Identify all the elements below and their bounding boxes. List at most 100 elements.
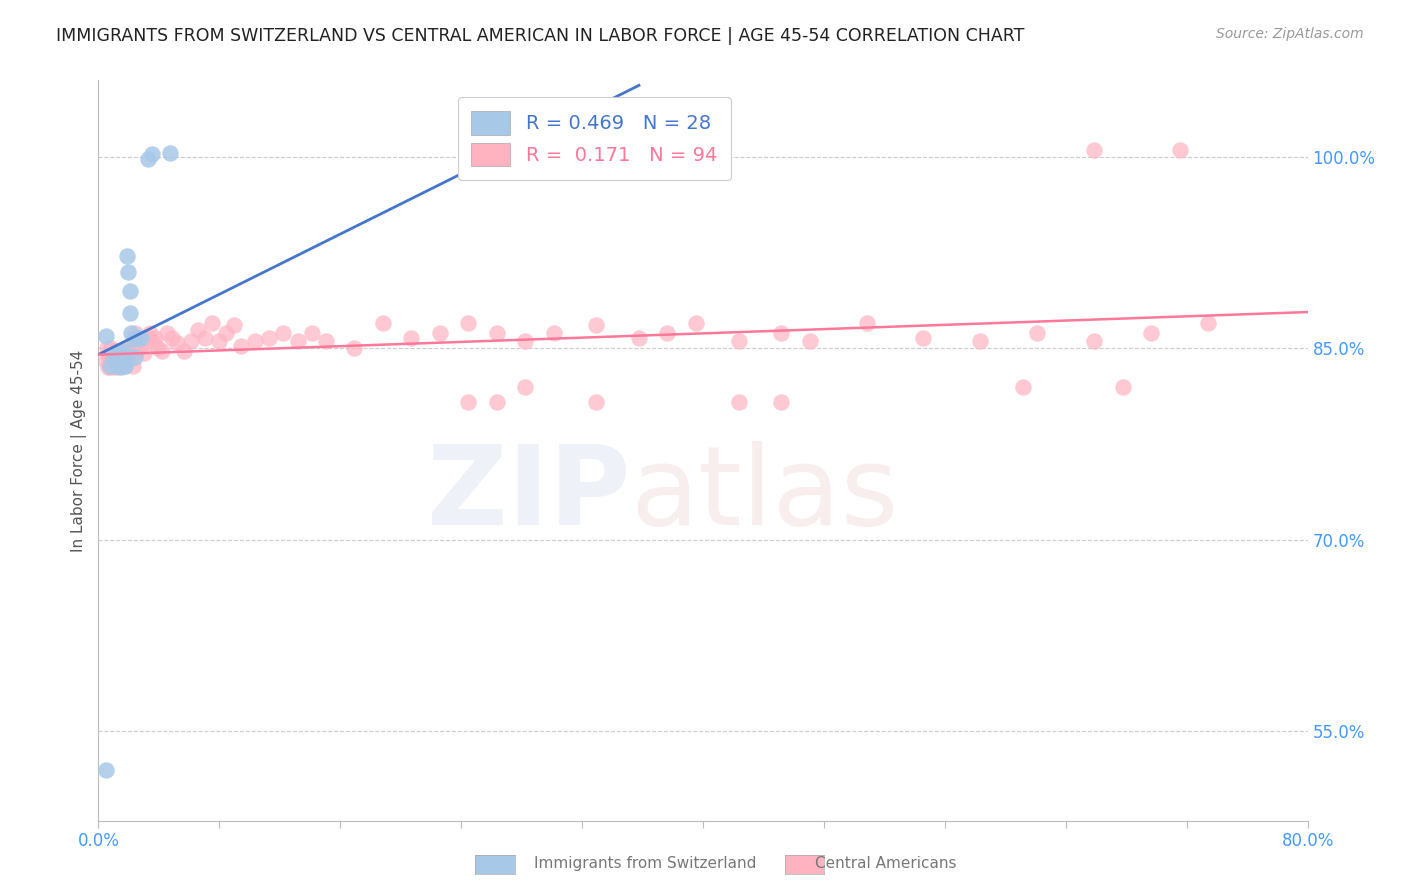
Point	[108, 354, 131, 368]
Point	[114, 359, 136, 374]
Point	[301, 326, 323, 340]
Text: Immigrants from Switzerland: Immigrants from Switzerland	[534, 856, 756, 871]
Point	[127, 331, 149, 345]
Point	[115, 249, 138, 263]
Point	[111, 359, 134, 374]
Point	[485, 395, 508, 409]
Point	[159, 146, 181, 161]
Point	[112, 351, 135, 366]
Point	[104, 354, 127, 368]
Point	[121, 359, 143, 374]
Point	[118, 305, 141, 319]
Point	[201, 316, 224, 330]
Point	[273, 326, 295, 340]
Point	[143, 331, 166, 345]
Point	[173, 343, 195, 358]
Point	[208, 334, 231, 348]
Point	[222, 318, 245, 333]
Point	[100, 342, 122, 356]
Point	[129, 339, 152, 353]
Point	[1026, 326, 1049, 340]
Point	[107, 354, 129, 368]
Point	[515, 334, 537, 348]
Point	[401, 331, 423, 345]
Text: ZIP: ZIP	[427, 442, 630, 549]
Point	[120, 326, 142, 340]
Point	[105, 359, 128, 374]
Point	[129, 331, 152, 345]
Point	[156, 326, 179, 340]
Point	[343, 342, 366, 356]
Point	[1111, 379, 1133, 393]
Text: Central Americans: Central Americans	[815, 856, 957, 871]
Point	[114, 354, 136, 368]
Y-axis label: In Labor Force | Age 45-54: In Labor Force | Age 45-54	[72, 350, 87, 551]
Point	[315, 334, 337, 348]
Point	[110, 359, 132, 374]
Point	[118, 343, 141, 358]
Point	[585, 395, 607, 409]
Point	[485, 326, 508, 340]
Point	[166, 336, 188, 351]
Point	[727, 334, 749, 348]
Point	[162, 331, 184, 345]
Point	[94, 328, 117, 343]
Point	[543, 326, 565, 340]
Point	[110, 351, 132, 365]
Point	[1012, 379, 1035, 393]
Point	[215, 326, 238, 340]
Point	[657, 326, 679, 340]
Point	[132, 346, 155, 360]
Point	[912, 331, 935, 345]
Text: atlas: atlas	[630, 442, 898, 549]
Point	[108, 354, 131, 368]
Point	[141, 147, 163, 161]
Point	[585, 318, 607, 333]
Point	[187, 323, 209, 337]
Point	[127, 331, 149, 345]
Point	[152, 343, 174, 358]
Point	[457, 316, 479, 330]
Text: Source: ZipAtlas.com: Source: ZipAtlas.com	[1216, 27, 1364, 41]
Point	[727, 395, 749, 409]
Point	[855, 316, 877, 330]
Point	[110, 360, 132, 375]
Point	[243, 334, 266, 348]
Point	[1168, 144, 1191, 158]
Point	[105, 348, 128, 362]
Point	[257, 331, 280, 345]
Point	[141, 334, 163, 348]
Point	[112, 343, 135, 358]
Point	[429, 326, 451, 340]
Point	[627, 331, 650, 345]
Point	[105, 348, 128, 362]
Text: IMMIGRANTS FROM SWITZERLAND VS CENTRAL AMERICAN IN LABOR FORCE | AGE 45-54 CORRE: IMMIGRANTS FROM SWITZERLAND VS CENTRAL A…	[56, 27, 1025, 45]
Point	[111, 359, 134, 374]
Point	[97, 360, 120, 375]
Point	[124, 326, 146, 340]
Point	[457, 395, 479, 409]
Point	[571, 162, 593, 177]
Point	[103, 354, 125, 368]
Point	[111, 354, 134, 368]
Point	[107, 357, 129, 371]
Point	[115, 348, 138, 362]
Point	[101, 348, 124, 362]
Point	[98, 359, 121, 374]
Point	[98, 354, 121, 368]
Point	[118, 284, 141, 298]
Legend: R = 0.469   N = 28, R =  0.171   N = 94: R = 0.469 N = 28, R = 0.171 N = 94	[458, 97, 731, 180]
Point	[685, 316, 707, 330]
Point	[100, 354, 122, 368]
Point	[104, 354, 127, 368]
Point	[146, 342, 169, 356]
Point	[138, 326, 160, 340]
Point	[108, 343, 131, 358]
Point	[371, 316, 394, 330]
Point	[287, 334, 309, 348]
Point	[120, 351, 142, 366]
Point	[110, 348, 132, 362]
Point	[136, 153, 159, 167]
Point	[101, 348, 124, 362]
Point	[135, 331, 157, 345]
